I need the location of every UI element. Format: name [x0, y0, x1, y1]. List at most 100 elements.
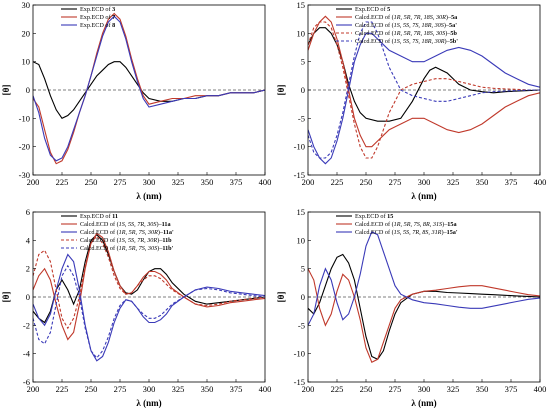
chart-panel-4: 200 225 250 275 300 325 350 375 400 -15 -10 -5 0 5 10 1…: [276, 207, 547, 408]
panel-2-x-tick-label: 375: [505, 177, 518, 187]
panel-2-x-tick-label: 400: [534, 177, 547, 187]
panel-3-y-axis-label: [θ]: [1, 292, 11, 303]
panel-3-x-tick-label: 275: [114, 384, 127, 394]
panel-3-legend-entry-4: Calcd.ECD of (1S, 5S, 7R, 30R)–11b: [80, 237, 172, 244]
panel-4-x-tick-label: 275: [389, 384, 402, 394]
panel-1-x-tick-label: 400: [259, 177, 272, 187]
panel-3-x-tick-label: 400: [259, 384, 272, 394]
panel-3-legend-entry-5: Calcd.ECD of (1R, 5R, 7S, 30S)–11b': [80, 245, 174, 252]
chart-panel-2: 200 225 250 275 300 325 350 375 400 -15 -10 -5 0 5 10 1…: [276, 0, 547, 201]
panel-4-x-tick-label: 325: [447, 384, 460, 394]
panel-4-y-tick-label: 10: [297, 235, 306, 245]
panel-2-y-tick-label: 0: [301, 85, 305, 95]
panel-1-legend-entry-1: Exp.ECD of 3: [80, 6, 115, 13]
panel-1-y-tick-label: 30: [22, 0, 31, 10]
panel-4-series-3-line: [308, 231, 540, 326]
panel-2-y-tick-label: -10: [294, 142, 305, 152]
panel-4-x-tick-label: 250: [360, 384, 373, 394]
panel-2-x-tick-label: 250: [360, 177, 373, 187]
panel-1-legend-entry-2: Exp.ECD of 7: [80, 14, 115, 21]
panel-1-y-tick-label: -20: [19, 142, 30, 152]
panel-1-x-tick-label: 350: [201, 177, 214, 187]
panel-2-y-tick-label: -5: [298, 113, 305, 123]
panel-1-x-tick-label: 225: [56, 177, 69, 187]
panel-4-x-tick-label: 225: [331, 384, 344, 394]
panel-3-y-tick-label: -4: [23, 349, 31, 359]
panel-4-x-tick-label: 400: [534, 384, 547, 394]
panel-1-series-3-line: [33, 15, 265, 162]
panel-2-y-tick-label: 10: [297, 28, 306, 38]
panel-3-series-3-line: [33, 253, 265, 362]
panel-3-x-tick-label: 225: [56, 384, 69, 394]
panel-3-x-tick-label: 300: [143, 384, 156, 394]
panel-1-legend-entry-3: Exp.ECD of 8: [80, 22, 115, 29]
panel-1-y-tick-label: 20: [22, 28, 31, 38]
panel-4-y-tick-label: 0: [301, 292, 305, 302]
panel-1-y-tick-label: 10: [22, 57, 31, 67]
panel-3-series-2-line: [33, 232, 265, 341]
panel-3-x-tick-label: 200: [27, 384, 40, 394]
panel-1-x-tick-label: 250: [85, 177, 98, 187]
panel-2-legend-entry-4: Calcd.ECD of (1R, 5R, 7R, 18S, 30S)–5b: [355, 30, 457, 37]
panel-1-y-tick-label: -30: [19, 170, 30, 180]
panel-3-legend-entry-1: Exp.ECD of 11: [80, 213, 118, 220]
panel-4-x-tick-label: 200: [302, 384, 315, 394]
panel-4-x-axis-label: λ (nm): [411, 398, 436, 408]
panel-2-legend-entry-2: Calcd.ECD of (1R, 5R, 7R, 18S, 30R)–5a: [355, 14, 457, 21]
panel-2-series-4-line: [308, 21, 540, 159]
panel-2-x-tick-label: 350: [476, 177, 489, 187]
panel-3-x-tick-label: 250: [85, 384, 98, 394]
panel-3-y-tick-label: -2: [23, 320, 30, 330]
panel-1-series-2-line: [33, 12, 265, 165]
panel-2-y-tick-label: -15: [294, 170, 305, 180]
panel-4-y-tick-label: -10: [294, 349, 305, 359]
panel-2-y-axis-label: [θ]: [276, 85, 286, 96]
panel-2-y-tick-label: 5: [301, 57, 305, 67]
panel-2-y-tick-label: 15: [297, 0, 306, 10]
panel-3-x-tick-label: 325: [172, 384, 185, 394]
panel-4-legend-entry-3: Calcd.ECD of (1S, 5S, 7R, 8S, 31R)–15a': [355, 229, 458, 236]
panel-1-y-tick-label: 0: [26, 85, 30, 95]
panel-2-series-3-line: [308, 32, 540, 165]
panel-2-x-tick-label: 325: [447, 177, 460, 187]
panel-4-series-1-line: [308, 253, 540, 361]
panel-3-x-tick-label: 350: [201, 384, 214, 394]
panel-2-x-tick-label: 300: [418, 177, 431, 187]
panel-2-x-axis-label: λ (nm): [411, 191, 436, 201]
panel-4-y-axis-label: [θ]: [276, 292, 286, 303]
panel-2-x-tick-label: 200: [302, 177, 315, 187]
panel-3-x-axis-label: λ (nm): [136, 398, 161, 408]
panel-4-legend-entry-2: Calcd.ECD of (1R, 5R, 7S, 8R, 31S)–15a: [355, 221, 457, 228]
panel-4-y-tick-label: -15: [294, 377, 305, 387]
panel-3-y-tick-label: -6: [23, 377, 30, 387]
panel-2-x-tick-label: 225: [331, 177, 344, 187]
panel-1-x-tick-label: 200: [27, 177, 40, 187]
panel-4-legend-entry-1: Exp.ECD of 15: [355, 213, 393, 220]
panel-1-y-axis-label: [θ]: [1, 85, 11, 96]
panel-1-x-tick-label: 325: [172, 177, 185, 187]
panel-4-x-tick-label: 350: [476, 384, 489, 394]
panel-3-y-tick-label: 4: [26, 235, 31, 245]
chart-panel-3: 200 225 250 275 300 325 350 375 400 -6 -4 -2 0 2 4 6 λ (…: [1, 207, 272, 408]
panel-1-y-tick-label: -10: [19, 113, 30, 123]
panel-4-series-2-line: [308, 268, 540, 363]
panel-3-y-tick-label: 6: [26, 207, 30, 217]
panel-2-legend-entry-5: Calcd.ECD of (1S, 5S, 7S, 18R, 30R)–5b': [355, 38, 458, 45]
panel-4-y-tick-label: 15: [297, 207, 306, 217]
panel-3-y-tick-label: 0: [26, 292, 30, 302]
panel-2-x-tick-label: 275: [389, 177, 402, 187]
panel-4-y-tick-label: -5: [298, 320, 305, 330]
panel-3-x-tick-label: 375: [230, 384, 243, 394]
panel-4-x-tick-label: 375: [505, 384, 518, 394]
panel-2-legend-entry-3: Calcd.ECD of (1S, 5S, 7S, 18R, 30S)–5a': [355, 22, 457, 29]
panel-3-legend-entry-3: Calcd.ECD of (1R, 5R, 7S, 30R)–11a': [80, 229, 174, 236]
chart-panel-1: 200 225 250 275 300 325 350 375 400 -30 -20 -10 0 10 2…: [1, 0, 272, 201]
panel-3-y-tick-label: 2: [26, 264, 30, 274]
panel-1-x-tick-label: 300: [143, 177, 156, 187]
panel-4-x-tick-label: 300: [418, 384, 431, 394]
panel-2-series-5-line: [308, 21, 540, 159]
panel-2-legend-entry-1: Exp.ECD of 5: [355, 6, 390, 13]
panel-1-x-axis-label: λ (nm): [136, 191, 161, 201]
panel-2-series-2-line: [308, 15, 540, 148]
panel-1-x-tick-label: 275: [114, 177, 127, 187]
